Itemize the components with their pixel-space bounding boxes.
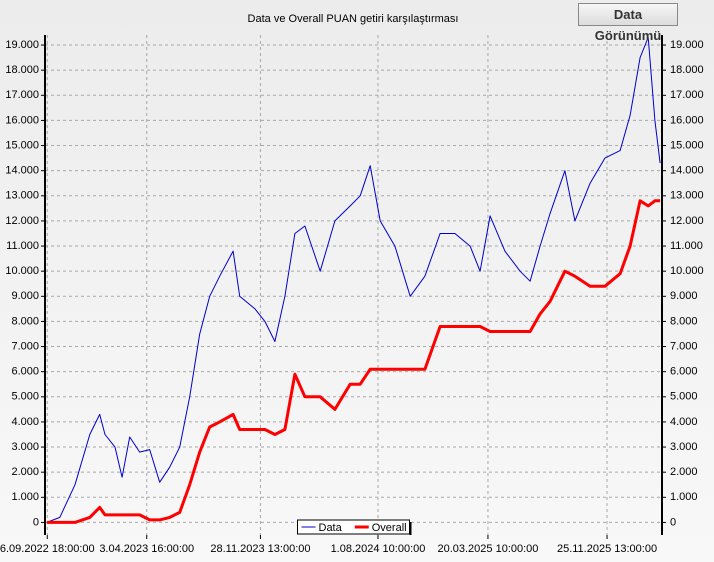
y2-tick-label: 18.000 [670,64,704,76]
y2-tick-label: 11.000 [670,240,703,252]
series-line [46,37,661,523]
chart-title: Data ve Overall PUAN getiri karşılaştırm… [248,13,459,25]
y2-tick-label: 12.000 [670,215,704,227]
y2-tick-label: 4.000 [670,416,698,428]
y2-tick-label: 16.000 [670,114,704,126]
y-tick-label: 12.000 [5,215,39,227]
y-tick-label: 4.000 [11,416,39,428]
y-tick-label: 13.000 [5,190,39,202]
y-tick-label: 1.000 [11,491,39,503]
x-tick-label: 28.11.2023 13:00:00 [210,543,310,555]
x-tick-label: 20.03.2025 10:00:00 [437,543,538,555]
y-tick-label: 5.000 [11,391,39,403]
y-tick-label: 6.000 [11,366,39,378]
y2-tick-label: 1.000 [670,491,698,503]
y-tick-label: 9.000 [11,290,39,302]
y-tick-label: 7.000 [11,340,39,352]
y-tick-label: 8.000 [11,315,39,327]
y2-tick-label: 17.000 [670,89,704,101]
y2-tick-label: 15.000 [670,139,704,151]
y-tick-label: 16.000 [5,114,39,126]
y-tick-label: 14.000 [5,165,39,177]
x-tick-label: 6.09.2022 18:00:00 [0,543,95,555]
y2-tick-label: 7.000 [670,340,698,352]
data-view-button[interactable]: Data Görünümü [578,3,678,43]
y-tick-label: 15.000 [5,139,39,151]
series-line [46,199,661,524]
y2-tick-label: 19.000 [670,39,704,51]
x-tick-label: 3.04.2023 16:00:00 [99,543,194,555]
y-tick-label: 3.000 [11,441,39,453]
y2-tick-label: 0 [670,516,676,528]
y2-tick-label: 2.000 [670,466,698,478]
y2-tick-label: 3.000 [670,441,698,453]
x-tick-label: 25.11.2025 13:00:00 [557,543,657,555]
y2-tick-label: 10.000 [670,265,704,277]
legend: Data Overall [297,519,412,535]
y-tick-label: 18.000 [5,64,39,76]
y-tick-label: 19.000 [5,39,39,51]
legend-label: Data [319,522,343,534]
y2-tick-label: 5.000 [670,391,698,403]
y-tick-label: 0 [33,516,39,528]
y-tick-label: 11.000 [6,240,39,252]
legend-label: Overall [372,522,407,534]
y2-tick-label: 8.000 [670,315,698,327]
x-tick-label: 1.08.2024 10:00:00 [331,543,426,555]
y2-tick-label: 14.000 [670,165,704,177]
y2-tick-label: 6.000 [670,366,698,378]
y-tick-label: 2.000 [11,466,39,478]
y2-tick-label: 9.000 [670,290,698,302]
y-tick-label: 10.000 [5,265,39,277]
y-tick-label: 17.000 [5,89,39,101]
y2-tick-label: 13.000 [670,190,704,202]
